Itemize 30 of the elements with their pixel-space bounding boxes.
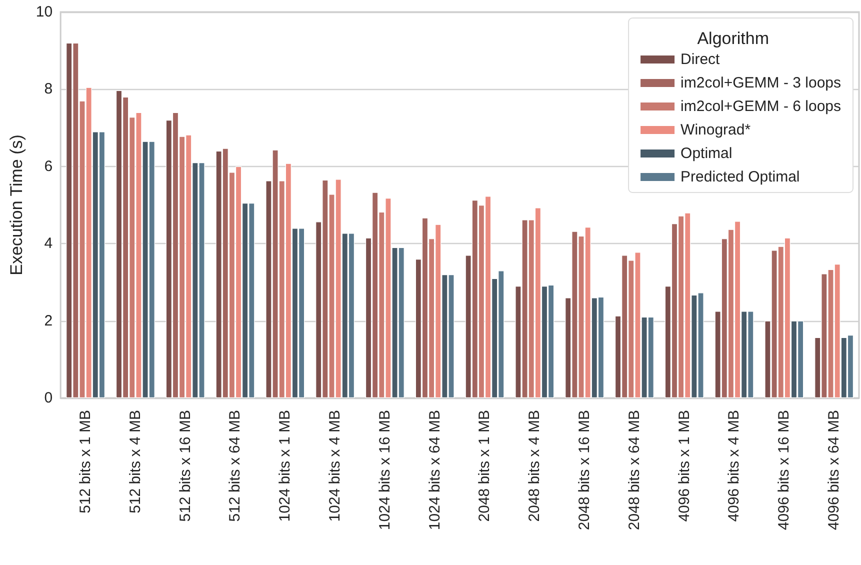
y-tick-label: 2 — [44, 312, 53, 330]
y-tick-label: 4 — [44, 235, 53, 252]
x-tick-label: 2048 bits x 64 MB — [626, 410, 643, 530]
x-tick-label: 512 bits x 16 MB — [176, 410, 194, 522]
y-tick-label: 6 — [44, 158, 53, 175]
x-tick-label: 1024 bits x 4 MB — [326, 410, 344, 522]
y-tick-label: 0 — [44, 390, 53, 406]
x-tick-label: 1024 bits x 1 MB — [276, 410, 294, 522]
y-tick-label: 10 — [36, 4, 53, 20]
x-tick-label: 4096 bits x 16 MB — [776, 410, 793, 530]
x-tick-label: 512 bits x 4 MB — [126, 410, 144, 514]
legend-label: Optimal — [680, 145, 732, 162]
y-tick-label: 8 — [44, 80, 53, 98]
x-tick-label: 2048 bits x 4 MB — [526, 410, 544, 522]
x-tick-label: 1024 bits x 16 MB — [376, 410, 394, 530]
x-tick-label: 512 bits x 1 MB — [77, 410, 94, 514]
x-tick-label: 1024 bits x 64 MB — [426, 410, 444, 530]
legend-label: Direct — [680, 51, 721, 68]
legend-label: im2col+GEMM - 6 loops — [680, 98, 841, 115]
x-tick-label: 4096 bits x 4 MB — [726, 410, 743, 522]
x-tick-label: 2048 bits x 1 MB — [476, 410, 494, 522]
x-tick-label: 512 bits x 64 MB — [226, 410, 244, 522]
x-tick-label: 4096 bits x 64 MB — [826, 410, 843, 530]
legend-title: Algorithm — [697, 29, 770, 48]
y-axis-title: Execution Time (s) — [7, 134, 26, 276]
legend-label: im2col+GEMM - 3 loops — [680, 74, 841, 92]
legend-label: Predicted Optimal — [680, 168, 800, 186]
x-tick-label: 2048 bits x 16 MB — [576, 410, 594, 530]
legend-label: Winograd* — [680, 122, 751, 138]
x-tick-label: 4096 bits x 1 MB — [676, 410, 693, 522]
